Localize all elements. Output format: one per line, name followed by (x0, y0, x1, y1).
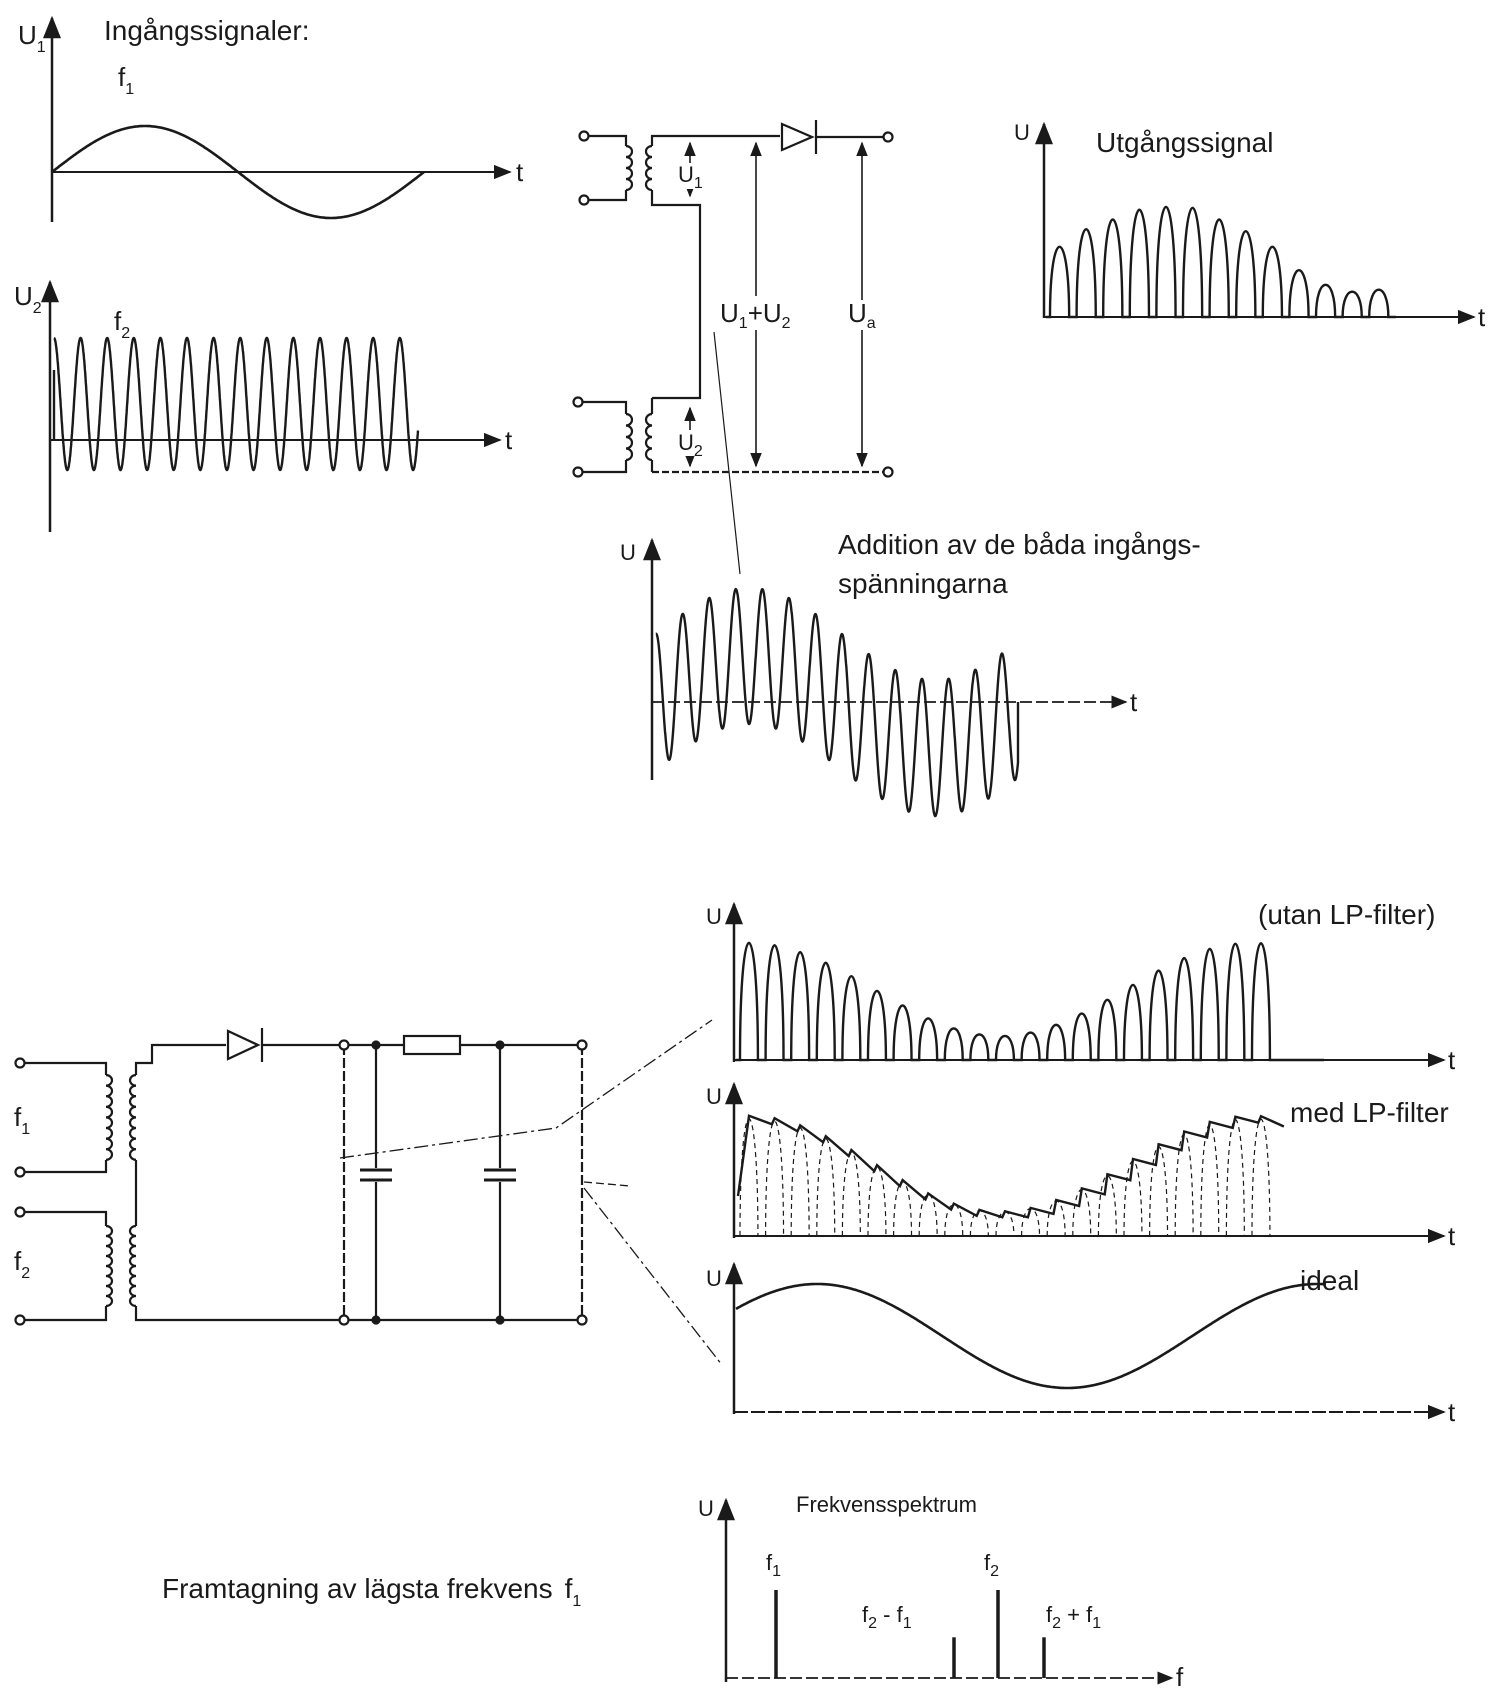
addition-panel: U Addition av de båda ingångs- spänninga… (620, 529, 1201, 816)
output-t-label: t (1478, 302, 1486, 332)
top-circuit-labels: U1 U2 U1+U2 Ua (676, 162, 880, 460)
no-filter-rectified-wave (736, 943, 1324, 1060)
u1-freq-label: f1 (118, 62, 134, 98)
u2-axis-label: U2 (14, 281, 42, 317)
with-filter-envelope (738, 1116, 1284, 1218)
output-axis-label: U (1014, 120, 1030, 145)
u2-panel: U2 f2 t (14, 281, 513, 532)
with-filter-ghost-pulses (740, 1119, 1270, 1236)
spectrum-lines (776, 1590, 1044, 1678)
ghost-pulse (817, 1139, 835, 1236)
with-filter-title: med LP-filter (1290, 1097, 1449, 1128)
ideal-panel: U ideal t (706, 1264, 1456, 1427)
spectrum-label-f1: f1 (766, 1550, 781, 1580)
ghost-pulse (894, 1181, 912, 1236)
spectrum-panel: U Frekvensspektrum f f1 f2 - f1 f2 f2 + … (698, 1492, 1184, 1688)
spectrum-label-f2-minus-f1: f2 - f1 (862, 1602, 912, 1632)
with-filter-axis-label: U (706, 1084, 722, 1109)
u1-t-label: t (516, 157, 524, 187)
mixer-circuit-top (574, 120, 893, 574)
spectrum-label-f2-plus-f1: f2 + f1 (1046, 1602, 1101, 1632)
ghost-pulse (740, 1119, 758, 1236)
ghost-pulse (945, 1204, 963, 1236)
spectrum-axis-label: U (698, 1496, 714, 1521)
spectrum-title: Frekvensspektrum (796, 1492, 977, 1517)
addition-axis-label: U (620, 540, 636, 565)
ghost-pulse (1150, 1147, 1168, 1236)
ideal-axis-label: U (706, 1266, 722, 1291)
output-signal-panel: U Utgångssignal t (1014, 120, 1486, 332)
no-filter-t-label: t (1448, 1045, 1456, 1075)
u2-freq-label: f2 (114, 306, 130, 342)
no-filter-axis-label: U (706, 904, 722, 929)
ideal-t-label: t (1448, 1397, 1456, 1427)
no-filter-title: (utan LP-filter) (1258, 899, 1435, 930)
ghost-pulse (1022, 1209, 1040, 1236)
ghost-pulse (1252, 1119, 1270, 1236)
lp-filter-circuit (16, 1020, 723, 1365)
output-signal-title: Utgångssignal (1096, 127, 1273, 158)
input-signals-heading: Ingångssignaler: (104, 15, 309, 46)
u1-panel: U1 Ingångssignaler: f1 t (18, 15, 524, 222)
ghost-pulse (1124, 1161, 1142, 1236)
no-filter-panel: U (utan LP-filter) t (706, 899, 1456, 1075)
ghost-pulse (919, 1194, 937, 1236)
ghost-pulse (791, 1128, 809, 1236)
ghost-pulse (1226, 1120, 1244, 1236)
f2-input-label: f2 (14, 1246, 30, 1282)
figure-caption: Framtagning av lägsta frekvens f1 (162, 1573, 581, 1610)
u2-high-freq-wave (54, 338, 418, 470)
addition-title-line2: spänningarna (838, 568, 1008, 599)
ghost-pulse (868, 1167, 886, 1236)
output-rectified-wave (1046, 207, 1396, 317)
addition-title-line1: Addition av de båda ingångs- (838, 529, 1201, 560)
ghost-pulse (1098, 1176, 1116, 1236)
bottom-circuit-labels: f1 f2 (14, 1102, 30, 1282)
with-filter-t-label: t (1448, 1221, 1456, 1251)
ghost-pulse (842, 1152, 860, 1236)
sum-voltage-label: U1+U2 (720, 298, 791, 332)
f1-input-label: f1 (14, 1102, 30, 1138)
u1-axis-label: U1 (18, 20, 46, 56)
u2-t-label: t (505, 425, 513, 455)
addition-t-label: t (1130, 687, 1138, 717)
ghost-pulse (766, 1121, 784, 1236)
ghost-pulse (1201, 1125, 1219, 1236)
ideal-sine-wave (736, 1284, 1326, 1388)
with-filter-panel: U med LP-filter t (706, 1084, 1456, 1251)
spectrum-label-f2: f2 (984, 1550, 999, 1580)
spectrum-f-label: f (1176, 1662, 1184, 1688)
ideal-title: ideal (1300, 1265, 1359, 1296)
